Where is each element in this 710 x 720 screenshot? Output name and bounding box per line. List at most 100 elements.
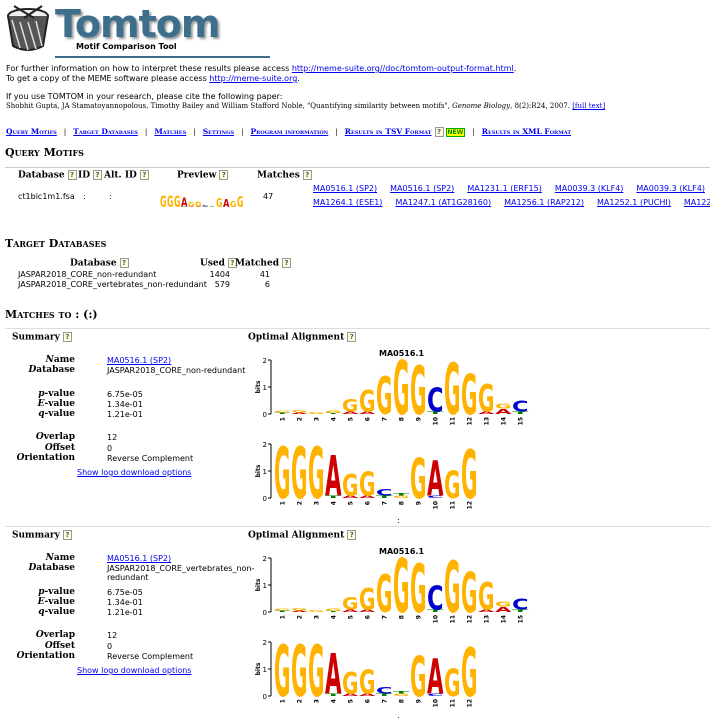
field-label: q-value — [38, 607, 75, 617]
intro-line: For further information on how to interp… — [6, 64, 516, 73]
logo-letter: T — [325, 611, 342, 613]
y-tick-label: 2 — [263, 639, 267, 647]
position-label: 6 — [365, 699, 372, 703]
section-heading: Query Motifs — [5, 146, 84, 159]
position-label: 1 — [280, 417, 287, 421]
position-label: 2 — [297, 417, 304, 421]
position-label: 9 — [416, 699, 423, 703]
logo-letter: C — [512, 399, 529, 416]
alignment-marker: : — [397, 714, 400, 720]
nav-link[interactable]: Matches — [154, 127, 187, 136]
position-label: 1 — [280, 699, 287, 703]
position-label: 5 — [348, 699, 355, 703]
logo-letter: G — [393, 546, 410, 630]
match-link-row: MA0516.1 (SP2) MA0516.1 (SP2) MA1231.1 (ER… — [313, 184, 710, 198]
help-icon[interactable]: ? — [434, 127, 444, 137]
logo-letter: C — [427, 693, 444, 697]
logo-letter: G — [325, 410, 342, 414]
help-icon[interactable]: ? — [219, 170, 229, 180]
nav-separator: | — [144, 127, 148, 136]
match-link[interactable]: MA0516.1 (SP2) — [313, 184, 378, 193]
match-link[interactable]: MA1256.1 (RAP212) — [504, 198, 585, 207]
logo-letter: G — [461, 362, 478, 427]
nav-link[interactable]: Target Databases — [73, 127, 138, 136]
logo-letter: T — [325, 693, 342, 697]
match-link[interactable]: MA0039.3 (KLF4) — [554, 184, 624, 193]
header-text: Optimal Alignment — [248, 332, 345, 343]
field-label: q-value — [38, 409, 75, 419]
nav-separator: | — [335, 127, 338, 136]
match-link[interactable]: MA1252.1 (PUCHI) — [597, 198, 671, 207]
help-icon[interactable]: ? — [347, 332, 357, 342]
header-text: Alt. ID — [104, 170, 137, 181]
help-icon[interactable]: ? — [282, 258, 291, 268]
link[interactable]: [full text] — [572, 102, 606, 110]
help-icon[interactable]: ? — [227, 258, 237, 268]
cell: JASPAR2018_CORE_vertebrates_non-redundan… — [18, 280, 207, 289]
logo-letter: A — [478, 411, 496, 415]
nav-separator: | — [241, 127, 244, 136]
match-link[interactable]: MA1264.1 (ESE1) — [313, 198, 383, 207]
link[interactable]: http://meme-suite.org — [209, 74, 298, 83]
position-label: 2 — [297, 615, 304, 619]
match-link[interactable]: MA1228.1 (A — [683, 198, 710, 207]
nav-link[interactable]: Query Motifs — [6, 127, 57, 136]
logo-title: MA0516.1 — [379, 349, 424, 358]
logo-letter: G — [237, 194, 244, 211]
nav-link[interactable]: Settings — [202, 127, 235, 136]
match-link[interactable]: MA1247.1 (AT1G28160) — [395, 198, 492, 207]
field-label: Orientation — [16, 651, 75, 661]
help-icon[interactable]: ? — [93, 170, 103, 180]
download-link[interactable]: Show logo download options — [77, 666, 192, 675]
logo-letter: T — [209, 206, 216, 207]
nav-separator: | — [193, 127, 196, 136]
help-icon[interactable]: ? — [302, 170, 312, 180]
logo-letter: G — [444, 350, 461, 432]
field-value: Reverse Complement — [107, 652, 194, 661]
logo-letter: T — [393, 690, 410, 694]
logo-letter: G — [359, 466, 376, 504]
position-label: 11 — [450, 501, 457, 509]
logo-letter: A — [359, 495, 377, 499]
field-value: 12 — [107, 433, 118, 442]
download-link[interactable]: Show logo download options — [77, 468, 192, 477]
nav-separator: | — [472, 127, 475, 136]
field-value[interactable]: MA0516.1 (SP2) — [107, 356, 172, 365]
summary-header: Summary? — [12, 530, 72, 541]
help-icon[interactable]: ? — [67, 170, 77, 180]
help-icon[interactable]: ? — [119, 258, 129, 268]
match-link[interactable]: MA0516.1 (SP2) — [390, 184, 455, 193]
logo-letter: G — [410, 550, 427, 629]
position-label: 12 — [467, 417, 474, 425]
text: For further information on how to interp… — [6, 64, 292, 73]
field-value: Reverse Complement — [107, 454, 194, 463]
position-label: 2 — [297, 501, 304, 505]
field-value: 1.21e-01 — [107, 608, 143, 617]
match-link[interactable]: MA1231.1 (ERF15) — [467, 184, 542, 193]
column-header: Matched? — [235, 258, 291, 269]
logo-letter: G — [461, 634, 478, 713]
logo-letter: G — [461, 560, 478, 625]
nav-link[interactable]: Results in XML Format — [481, 127, 572, 136]
logo-letter: G — [291, 632, 308, 714]
position-label: 1 — [280, 501, 287, 505]
position-label: 6 — [365, 501, 372, 505]
target-table: Database? Used? Matched? JASPAR2018_CORE_no… — [5, 256, 295, 296]
position-label: 4 — [331, 417, 338, 421]
help-icon[interactable]: ? — [347, 530, 357, 540]
help-icon[interactable]: ? — [62, 530, 72, 540]
field-value: 6.75e-05 — [107, 390, 143, 399]
match-link[interactable]: MA0039.3 (KLF4) — [636, 184, 705, 193]
nav-link[interactable]: Results in TSV Format — [344, 127, 432, 136]
nav-link[interactable]: Program information — [250, 127, 329, 136]
logo-letter: T — [325, 495, 342, 499]
help-icon[interactable]: ? — [62, 332, 72, 342]
link[interactable]: http://meme-suite.org//doc/tomtom-output… — [291, 64, 514, 73]
position-label: 7 — [382, 501, 389, 505]
field-value[interactable]: MA0516.1 (SP2) — [107, 554, 172, 563]
help-icon[interactable]: ? — [139, 170, 149, 180]
logo-letter: A — [223, 197, 230, 210]
field-value: JASPAR2018_CORE_non-redundant — [107, 366, 246, 375]
y-tick-label: 1 — [263, 384, 267, 392]
field-value: 0 — [107, 444, 113, 453]
